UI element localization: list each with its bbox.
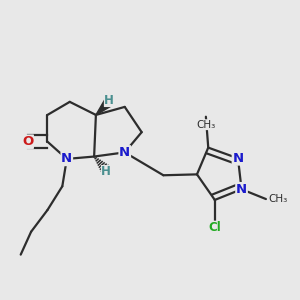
Text: N: N xyxy=(236,183,247,196)
Text: H: H xyxy=(104,94,114,106)
Text: N: N xyxy=(232,152,244,165)
Polygon shape xyxy=(96,100,111,115)
Text: CH₃: CH₃ xyxy=(196,120,215,130)
Text: CH₃: CH₃ xyxy=(268,194,287,204)
Text: Cl: Cl xyxy=(208,221,221,234)
Text: H: H xyxy=(101,166,111,178)
Text: N: N xyxy=(61,152,72,165)
Text: O: O xyxy=(22,135,33,148)
Text: N: N xyxy=(119,146,130,159)
